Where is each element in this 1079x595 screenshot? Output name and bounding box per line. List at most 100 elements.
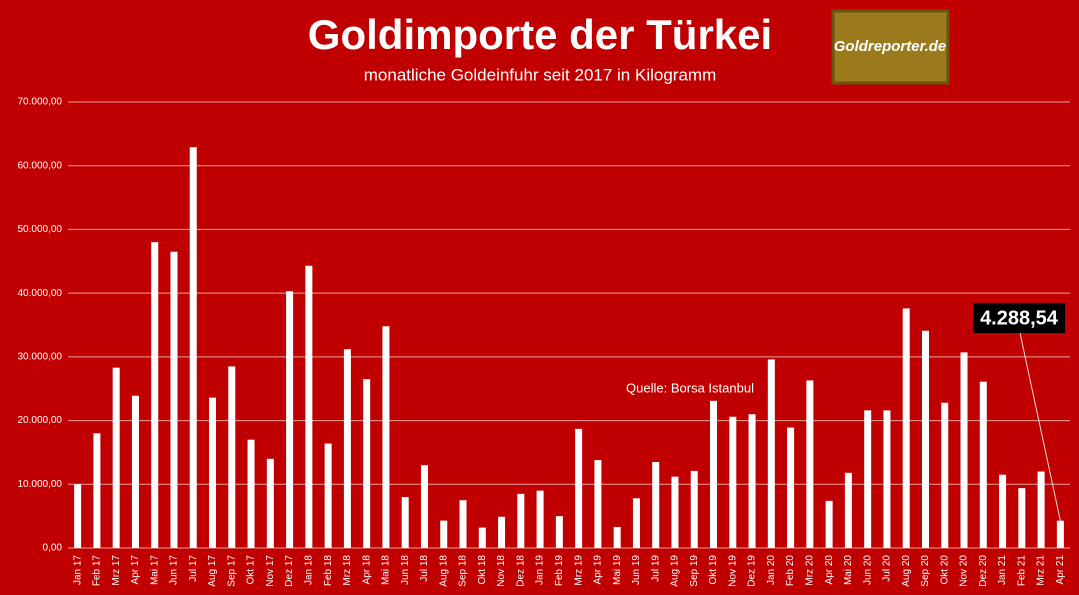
bar xyxy=(787,427,795,548)
x-tick-label: Feb 17 xyxy=(92,555,103,587)
x-tick-label: Sep 17 xyxy=(226,555,237,587)
bar xyxy=(498,516,506,548)
bar xyxy=(613,526,621,548)
bar xyxy=(189,147,197,549)
x-tick-label: Mrz 19 xyxy=(573,555,584,586)
x-tick-label: Jan 18 xyxy=(304,555,315,585)
bar xyxy=(401,497,409,548)
x-tick-label: Nov 20 xyxy=(959,555,970,587)
bar xyxy=(1037,471,1045,548)
bar xyxy=(806,380,814,548)
bar xyxy=(979,381,987,548)
x-tick-label: Sep 20 xyxy=(920,555,931,587)
x-tick-label: Jul 18 xyxy=(419,555,430,582)
bar xyxy=(228,366,236,548)
x-tick-label: Nov 18 xyxy=(496,555,507,587)
chart-subtitle: monatliche Goldeinfuhr seit 2017 in Kilo… xyxy=(364,65,716,84)
x-tick-label: Okt 18 xyxy=(477,555,488,585)
x-tick-label: Mai 19 xyxy=(612,555,623,585)
callout-line xyxy=(1019,332,1061,521)
x-tick-label: Mrz 21 xyxy=(1036,555,1047,586)
bar xyxy=(382,326,390,548)
annotation: Quelle: Borsa Istanbul xyxy=(626,380,754,395)
x-tick-label: Aug 18 xyxy=(438,555,449,587)
bar xyxy=(921,330,929,548)
x-tick-label: Jun 17 xyxy=(169,555,180,585)
bar xyxy=(517,493,525,548)
bar xyxy=(902,308,910,548)
chart-title: Goldimporte der Türkei xyxy=(308,11,772,58)
bar xyxy=(632,498,640,548)
x-tick-label: Jul 17 xyxy=(188,555,199,582)
bar xyxy=(825,500,833,548)
bar xyxy=(748,414,756,548)
bar xyxy=(555,516,563,548)
bar xyxy=(343,349,351,548)
y-tick-label: 70.000,00 xyxy=(18,97,63,108)
bar xyxy=(324,443,332,548)
bar xyxy=(594,460,602,548)
bar xyxy=(131,395,139,548)
x-tick-label: Apr 18 xyxy=(361,555,372,585)
bar xyxy=(883,410,891,548)
bar xyxy=(999,474,1007,548)
x-tick-label: Sep 19 xyxy=(689,555,700,587)
x-tick-label: Aug 19 xyxy=(670,555,681,587)
x-tick-label: Apr 20 xyxy=(824,555,835,585)
value-label: 4.288,54 xyxy=(980,307,1059,329)
y-tick-label: 60.000,00 xyxy=(18,160,63,171)
y-tick-label: 20.000,00 xyxy=(18,415,63,426)
x-tick-label: Jan 17 xyxy=(72,555,83,585)
x-tick-label: Apr 19 xyxy=(593,555,604,585)
bar xyxy=(941,402,949,548)
bar xyxy=(536,490,544,548)
x-tick-label: Dez 17 xyxy=(284,555,295,587)
logo-box xyxy=(831,9,950,85)
x-tick-label: Mrz 17 xyxy=(111,555,122,586)
bar xyxy=(864,410,872,548)
x-tick-label: Feb 19 xyxy=(554,555,565,587)
x-tick-label: Okt 20 xyxy=(939,555,950,585)
y-tick-label: 50.000,00 xyxy=(18,224,63,235)
x-tick-label: Apr 21 xyxy=(1055,555,1066,585)
bar xyxy=(1018,488,1026,548)
y-tick-label: 40.000,00 xyxy=(18,288,63,299)
x-tick-label: Aug 17 xyxy=(207,555,218,587)
bar xyxy=(652,461,660,548)
x-tick-label: Jan 21 xyxy=(997,555,1008,585)
x-tick-label: Jul 20 xyxy=(882,555,893,582)
y-tick-label: 10.000,00 xyxy=(18,479,63,490)
x-tick-label: Feb 20 xyxy=(785,555,796,587)
bar xyxy=(767,359,775,548)
bar xyxy=(247,439,255,548)
bar xyxy=(440,520,448,548)
x-tick-label: Aug 20 xyxy=(901,555,912,587)
x-tick-label: Sep 18 xyxy=(458,555,469,587)
x-tick-label: Mrz 20 xyxy=(805,555,816,586)
bar xyxy=(459,500,467,548)
x-tick-label: Jun 18 xyxy=(400,555,411,585)
bar xyxy=(266,458,274,548)
bar xyxy=(305,265,313,548)
bar xyxy=(151,242,159,548)
bar xyxy=(478,527,486,548)
bar xyxy=(844,472,852,548)
bar xyxy=(420,465,428,548)
bar xyxy=(286,291,294,548)
x-tick-label: Apr 17 xyxy=(130,555,141,585)
x-tick-label: Jan 20 xyxy=(766,555,777,585)
y-tick-label: 0,00 xyxy=(43,543,63,554)
callout-box xyxy=(973,303,1065,333)
bar xyxy=(710,400,718,548)
x-tick-label: Jul 19 xyxy=(650,555,661,582)
x-tick-label: Dez 18 xyxy=(515,555,526,587)
x-tick-label: Dez 20 xyxy=(978,555,989,587)
bar xyxy=(960,352,968,548)
bar xyxy=(170,251,178,548)
x-tick-label: Jun 20 xyxy=(862,555,873,585)
x-tick-label: Nov 17 xyxy=(265,555,276,587)
bar xyxy=(690,470,698,548)
bar xyxy=(1056,520,1064,548)
x-tick-label: Okt 19 xyxy=(708,555,719,585)
